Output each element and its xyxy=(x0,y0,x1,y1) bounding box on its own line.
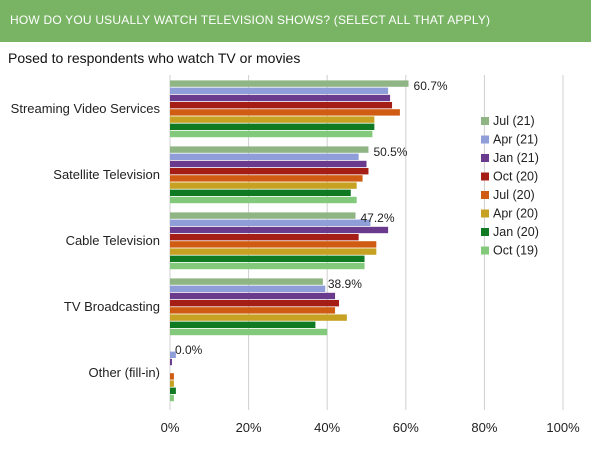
x-tick-label: 100% xyxy=(546,420,580,435)
bar xyxy=(170,123,375,130)
bar xyxy=(170,321,316,328)
bar xyxy=(170,130,373,138)
category-label: Other (fill-in) xyxy=(88,365,160,380)
bar xyxy=(170,373,174,380)
bar xyxy=(170,234,359,241)
bar xyxy=(170,262,365,270)
bar xyxy=(170,182,357,189)
bar xyxy=(170,241,377,248)
legend-swatch xyxy=(481,117,489,125)
bar xyxy=(170,285,326,292)
bar xyxy=(170,189,351,196)
legend-swatch xyxy=(481,191,489,199)
legend-swatch xyxy=(481,209,489,218)
legend-label: Jan (20) xyxy=(493,225,539,239)
data-labels: 60.7% 50.5% 47.2% 38.9% 0.0% xyxy=(175,79,448,357)
bar xyxy=(170,146,369,153)
x-tick-label: 0% xyxy=(161,420,180,435)
category-label: Cable Television xyxy=(66,233,160,248)
bar xyxy=(170,380,174,387)
bar xyxy=(170,328,328,336)
x-tick-labels: 0% 20% 40% 60% 80% 100% xyxy=(161,420,580,435)
bar xyxy=(170,102,393,109)
bar xyxy=(170,226,389,234)
bar xyxy=(170,307,336,314)
data-label: 47.2% xyxy=(360,211,394,225)
bar xyxy=(170,87,389,94)
legend-swatch xyxy=(481,135,489,144)
bar xyxy=(170,175,363,182)
data-label: 60.7% xyxy=(414,79,448,93)
bar xyxy=(170,300,339,307)
x-tick-label: 80% xyxy=(471,420,497,435)
legend: Jul (21) Apr (21) Jan (21) Oct (20) Jul (20)… xyxy=(481,114,539,258)
chart-header: HOW DO YOU USUALLY WATCH TELEVISION SHOW… xyxy=(0,0,591,42)
legend-swatch xyxy=(481,172,489,181)
legend-label: Jan (21) xyxy=(493,151,539,165)
category-labels: Streaming Video Services Satellite Televi… xyxy=(11,101,161,380)
bar xyxy=(170,153,359,160)
chart-title: HOW DO YOU USUALLY WATCH TELEVISION SHOW… xyxy=(10,13,491,27)
legend-label: Apr (21) xyxy=(493,133,538,147)
bar xyxy=(170,358,172,366)
bar xyxy=(170,196,357,204)
category-label: Satellite Television xyxy=(53,167,160,182)
bar xyxy=(170,94,391,102)
bar xyxy=(170,80,409,87)
bar xyxy=(170,278,323,285)
legend-swatch xyxy=(481,154,489,162)
data-label: 0.0% xyxy=(175,343,203,357)
bar xyxy=(170,248,377,255)
x-tick-label: 60% xyxy=(393,420,419,435)
bar xyxy=(170,116,375,123)
bar xyxy=(170,351,176,358)
bar xyxy=(170,160,367,168)
bar xyxy=(170,168,369,175)
bar xyxy=(170,219,371,226)
x-tick-label: 40% xyxy=(314,420,340,435)
legend-label: Jul (21) xyxy=(493,114,535,128)
legend-label: Apr (20) xyxy=(493,207,538,221)
bar xyxy=(170,292,336,300)
data-label: 50.5% xyxy=(373,145,407,159)
bar xyxy=(170,255,365,262)
legend-swatch xyxy=(481,228,489,236)
category-label: TV Broadcasting xyxy=(64,299,160,314)
x-tick-label: 20% xyxy=(236,420,262,435)
bar xyxy=(170,314,347,321)
chart-subtitle: Posed to respondents who watch TV or mov… xyxy=(8,50,301,66)
category-label: Streaming Video Services xyxy=(11,101,161,116)
legend-label: Oct (19) xyxy=(493,244,538,258)
bar xyxy=(170,387,176,394)
legend-label: Jul (20) xyxy=(493,188,535,202)
data-label: 38.9% xyxy=(328,277,362,291)
bar xyxy=(170,394,174,402)
bar-series xyxy=(170,80,409,402)
bar xyxy=(170,109,400,116)
bar xyxy=(170,212,356,219)
legend-swatch xyxy=(481,246,489,255)
legend-label: Oct (20) xyxy=(493,170,538,184)
